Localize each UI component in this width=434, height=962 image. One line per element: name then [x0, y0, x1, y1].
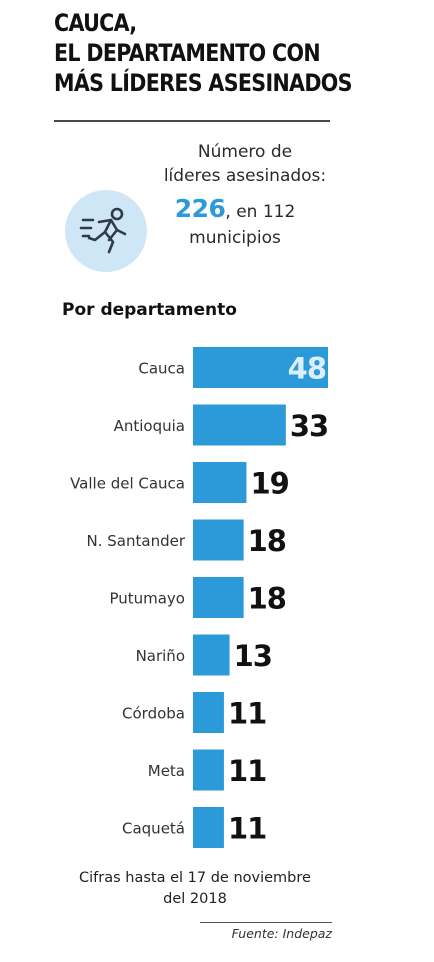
- footnote-line-2: del 2018: [163, 891, 227, 907]
- category-label: Valle del Cauca: [70, 475, 185, 493]
- bar: [193, 577, 244, 618]
- bar: [193, 807, 224, 848]
- value-label: 33: [290, 409, 328, 443]
- footnote: Cifras hasta el 17 de noviembre del 2018: [40, 868, 350, 910]
- category-label: Nariño: [136, 647, 185, 665]
- title-line-1: CAUCA,: [54, 9, 137, 37]
- summary-label: Número de líderes asesinados:: [150, 140, 340, 188]
- bar: [193, 692, 224, 733]
- running-person-icon: [65, 190, 147, 272]
- category-label: Córdoba: [122, 705, 185, 723]
- source-divider: [200, 922, 332, 923]
- title-underline: [54, 120, 330, 122]
- value-label: 18: [248, 524, 286, 558]
- category-label: Putumayo: [109, 590, 185, 608]
- bar: [193, 404, 286, 446]
- value-label: 13: [234, 639, 272, 673]
- summary-label-line-2: líderes asesinados:: [163, 166, 327, 186]
- bar: [193, 519, 244, 561]
- value-label: 11: [228, 812, 266, 846]
- summary-label-line-1: Número de: [197, 142, 293, 162]
- bar: [193, 749, 224, 791]
- category-label: Caquetá: [122, 820, 185, 838]
- value-label: 11: [228, 697, 266, 731]
- category-label: Meta: [148, 762, 185, 780]
- summary-rest-line-1: , en 112: [225, 202, 296, 222]
- category-label: Antioquia: [114, 417, 185, 435]
- page-title: CAUCA, EL DEPARTAMENTO CON MÁS LÍDERES A…: [54, 8, 353, 98]
- source-credit: Fuente: Indepaz: [231, 926, 332, 941]
- summary-number: 226: [174, 194, 226, 223]
- title-line-2: EL DEPARTAMENTO CON: [54, 39, 321, 67]
- bar: [193, 462, 247, 503]
- value-label: 18: [248, 582, 286, 616]
- title-line-3: MÁS LÍDERES ASESINADOS: [54, 69, 353, 97]
- bar: [193, 634, 230, 676]
- section-title: Por departamento: [62, 300, 237, 320]
- summary-rest-line-2: municipios: [189, 228, 281, 248]
- category-label: N. Santander: [87, 532, 186, 550]
- footnote-line-1: Cifras hasta el 17 de noviembre: [79, 870, 311, 886]
- bar: [193, 347, 328, 388]
- category-label: Cauca: [138, 360, 185, 378]
- value-label: 19: [250, 467, 288, 501]
- summary-value: 226, en 112 municipios: [150, 196, 320, 251]
- value-label: 11: [228, 754, 266, 788]
- value-label: 48: [288, 352, 326, 386]
